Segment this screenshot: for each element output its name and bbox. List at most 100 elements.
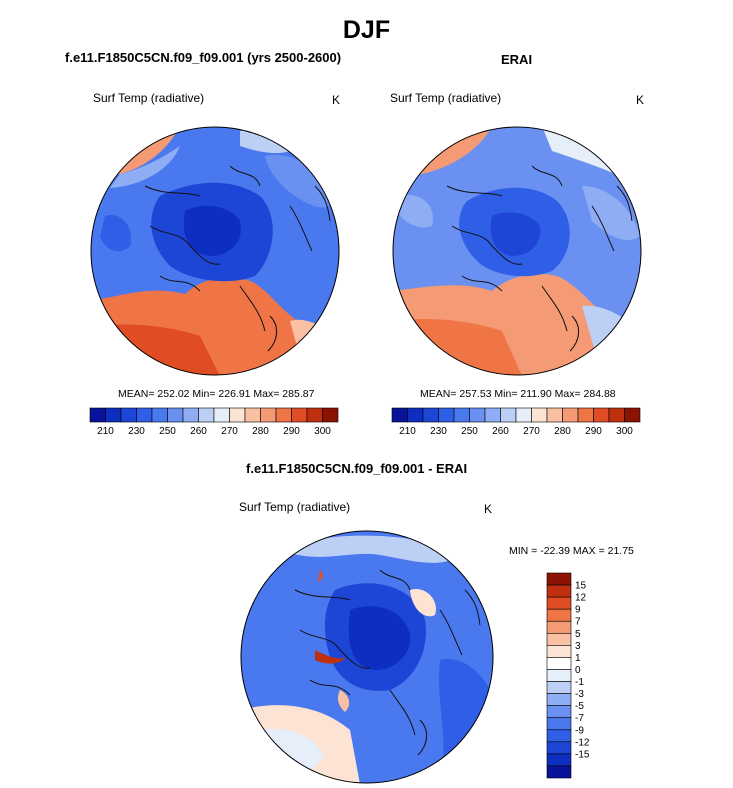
colorbar-swatch (438, 407, 455, 423)
panel-model-title: f.e11.F1850C5CN.f09_f09.001 (yrs 2500-26… (65, 50, 342, 65)
panel-diff-stats: MIN = -22.39 MAX = 21.75 (509, 545, 634, 557)
colorbar-tick-label: 210 (399, 426, 416, 437)
colorbar-tick-label: -12 (575, 737, 590, 748)
colorbar-swatch (484, 407, 501, 423)
panel-erai-title: ERAI (501, 52, 533, 67)
panel-diff-units: K (484, 502, 493, 516)
colorbar-tick-label: 1 (575, 653, 581, 664)
panel-diff-map (240, 530, 494, 784)
map-border (90, 126, 340, 376)
colorbar-swatch (546, 620, 572, 634)
colorbar-swatch (546, 765, 572, 779)
panel-model-units: K (332, 93, 341, 107)
panel-erai-colorbar: 210 230 250 260 270 280 290 300 (391, 407, 641, 437)
colorbar-swatch (593, 407, 610, 423)
colorbar-swatch (546, 584, 572, 598)
colorbar-swatch (500, 407, 517, 423)
colorbar-swatch (275, 407, 292, 423)
colorbar-tick-label: -7 (575, 713, 584, 724)
map-coastline (294, 569, 481, 756)
colorbar-tick-label: 12 (575, 593, 587, 604)
colorbar-tick-label: 15 (575, 581, 587, 592)
colorbar-swatch (546, 596, 572, 610)
panel-model-colorbar: 210 230 250 260 270 280 290 300 (89, 407, 339, 437)
colorbar-tick-label: 210 (97, 426, 114, 437)
colorbar-swatch (306, 407, 323, 423)
colorbar-swatch (391, 407, 408, 423)
colorbar-tick-label: -3 (575, 689, 584, 700)
colorbar-swatch (608, 407, 625, 423)
map-field (582, 186, 640, 241)
colorbar-tick-label: 280 (252, 426, 269, 437)
colorbar-tick-label: 270 (221, 426, 238, 437)
panel-erai-units: K (636, 93, 645, 107)
colorbar-tick-label: 9 (575, 605, 581, 616)
colorbar-swatch (546, 669, 572, 682)
colorbar-swatch (469, 407, 486, 423)
colorbar-tick-label: -5 (575, 701, 584, 712)
colorbar-tick-label: 230 (128, 426, 145, 437)
colorbar-swatch (229, 407, 246, 423)
panel-erai-map (392, 126, 642, 376)
map-field (240, 129, 290, 154)
colorbar-swatch (546, 572, 572, 586)
map-field (315, 650, 345, 664)
map-field (318, 570, 323, 582)
colorbar-swatch (260, 407, 277, 423)
colorbar-swatch (546, 407, 563, 423)
colorbar-swatch (531, 407, 548, 423)
colorbar-tick-label: 0 (575, 665, 581, 676)
colorbar-tick-label: 300 (616, 426, 633, 437)
map-field (280, 535, 460, 563)
colorbar-swatch (546, 729, 572, 743)
panel-erai-variable-label: Surf Temp (radiative) (390, 91, 502, 105)
panel-model-map (90, 126, 340, 376)
colorbar-swatch (453, 407, 470, 423)
map-field (183, 205, 241, 256)
colorbar-swatch (546, 741, 572, 755)
map-field (110, 146, 180, 188)
colorbar-swatch (407, 407, 424, 423)
colorbar-swatch (546, 693, 572, 706)
colorbar-swatch (546, 717, 572, 731)
colorbar-swatch (546, 753, 572, 767)
colorbar-swatch (120, 407, 137, 423)
colorbar-swatch (136, 407, 153, 423)
panel-erai-stats: MEAN= 257.53 Min= 211.90 Max= 284.88 (420, 388, 616, 400)
colorbar-tick-label: 290 (585, 426, 602, 437)
colorbar-swatch (546, 608, 572, 622)
map-border (240, 530, 494, 784)
colorbar-tick-label: 5 (575, 629, 581, 640)
colorbar-swatch (291, 407, 308, 423)
map-coastline (446, 165, 633, 352)
colorbar-tick-label: 3 (575, 641, 581, 652)
map-border (392, 126, 642, 376)
colorbar-swatch (105, 407, 122, 423)
panel-model-variable-label: Surf Temp (radiative) (93, 91, 205, 105)
colorbar-swatch (562, 407, 579, 423)
colorbar-tick-label: 280 (554, 426, 571, 437)
colorbar-tick-label: 300 (314, 426, 331, 437)
figure-title: DJF (342, 16, 391, 44)
map-field (265, 155, 335, 208)
colorbar-swatch (422, 407, 439, 423)
colorbar-swatch (546, 657, 572, 670)
colorbar-swatch (515, 407, 532, 423)
colorbar-swatch (546, 632, 572, 646)
map-field (397, 195, 433, 228)
colorbar-tick-label: 260 (492, 426, 509, 437)
map-field (337, 690, 350, 712)
colorbar-swatch (182, 407, 199, 423)
colorbar-tick-label: 270 (523, 426, 540, 437)
map-field (290, 319, 339, 375)
colorbar-tick-label: 7 (575, 617, 581, 628)
panel-model-stats: MEAN= 252.02 Min= 226.91 Max= 285.87 (118, 388, 315, 400)
colorbar-tick-label: -1 (575, 677, 584, 688)
colorbar-swatch (624, 407, 641, 423)
map-coastline (144, 165, 331, 352)
colorbar-swatch (546, 705, 572, 719)
colorbar-tick-label: 250 (159, 426, 176, 437)
colorbar-tick-label: 230 (430, 426, 447, 437)
panel-diff-variable-label: Surf Temp (radiative) (239, 500, 351, 514)
